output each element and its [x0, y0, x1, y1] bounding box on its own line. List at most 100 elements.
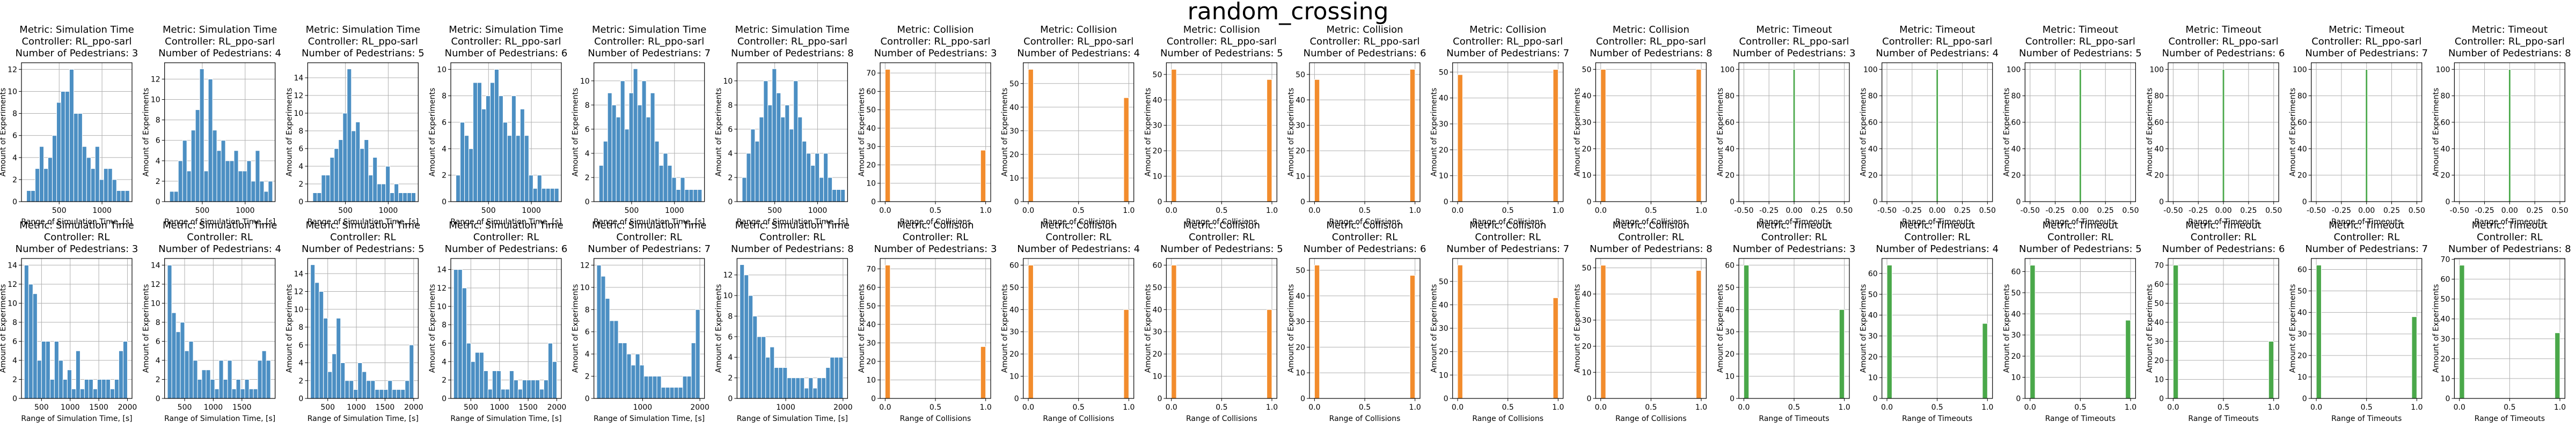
y-tick-label: 60: [2441, 276, 2450, 284]
subplot-title-line: Metric: Simulation Time: [306, 24, 420, 35]
x-tick-label: 0.5: [1359, 403, 1371, 412]
histogram-bar: [477, 82, 482, 202]
x-tick-label: -0.50: [2163, 206, 2183, 215]
subplot-title-line: Number of Pedestrians: 3: [1733, 48, 1856, 59]
y-tick-label: 40: [1296, 292, 1305, 301]
y-tick-label: 20: [1582, 145, 1592, 153]
histogram-bar: [821, 378, 826, 399]
y-tick-label: 30: [1296, 122, 1305, 130]
y-tick-label: 8: [298, 323, 303, 332]
histogram-bar: [524, 135, 529, 202]
histogram-bar: [92, 388, 98, 399]
y-tick-label: 8: [156, 319, 160, 327]
y-tick-label: 10: [1296, 173, 1305, 181]
y-tick-label: 60: [2011, 268, 2021, 276]
histogram-bar: [684, 189, 690, 202]
y-axis-label: Amount of Experiments: [1001, 88, 1009, 177]
histogram-bar: [2508, 69, 2511, 202]
histogram-bar: [646, 116, 651, 202]
y-tick-label: 4: [728, 353, 733, 362]
subplot-title-line: Number of Pedestrians: 8: [2448, 243, 2571, 255]
subplot-title-line: Metric: Collision: [1326, 24, 1403, 35]
y-tick-label: 2: [585, 174, 590, 182]
histogram-bar: [231, 388, 237, 399]
y-tick-label: 50: [1582, 264, 1592, 273]
y-tick-label: 10: [151, 299, 160, 308]
histogram-bar: [648, 376, 653, 399]
x-tick-label: 1000: [522, 206, 541, 215]
x-axis-label: Range of Simulation Time, [s]: [308, 415, 419, 423]
histogram-bar: [253, 388, 258, 399]
y-axis-label: Amount of Experiments: [2146, 284, 2154, 373]
histogram-bar: [528, 175, 533, 202]
y-tick-label: 20: [1296, 147, 1305, 156]
histogram-bar: [1792, 69, 1796, 202]
subplot-title-line: Number of Pedestrians: 6: [445, 48, 568, 59]
histogram-bar: [240, 388, 245, 399]
histogram-bar: [635, 353, 640, 399]
y-tick-label: 10: [1153, 373, 1162, 381]
x-axis-label: Range of Timeouts: [1902, 415, 1972, 423]
subplot-title-line: Number of Pedestrians: 5: [1160, 243, 1283, 255]
histogram-bar: [71, 388, 76, 399]
histogram-bar: [483, 370, 488, 399]
y-tick-label: 8: [12, 319, 17, 327]
histogram-bar: [671, 177, 677, 202]
x-tick-label: 1.0: [1839, 403, 1850, 412]
x-tick-label: 0.00: [2358, 206, 2375, 215]
y-axis-label: Amount of Experiments: [1716, 284, 1725, 373]
y-tick-label: 12: [580, 261, 590, 270]
subplot-title-line: Metric: Simulation Time: [449, 24, 563, 35]
subplot-title-line: Controller: RL_ppo-sarl: [880, 36, 990, 47]
histogram-bar: [321, 175, 326, 202]
subplot-title-line: Controller: RL_ppo-sarl: [1739, 36, 1849, 47]
y-tick-label: 12: [8, 65, 17, 74]
y-tick-label: 10: [1153, 173, 1162, 181]
subplot-32: 0.0 0.5 1.0 0 10 20 30 40 50 60 Range of Timeouts A…: [1860, 220, 1999, 423]
y-tick-label: 6: [585, 125, 590, 134]
y-tick-label: 10: [2297, 373, 2307, 382]
histogram-bar: [643, 376, 649, 399]
histogram-bar: [77, 113, 83, 202]
subplot-title-line: Metric: Collision: [897, 220, 974, 231]
histogram-bar: [251, 181, 256, 202]
subplot-grid: 500 1000 0 2 4 6 8 10 12 Range of Simulation Time…: [0, 24, 2571, 423]
axes-frame: [594, 258, 705, 399]
histogram-bar: [48, 157, 53, 202]
histogram-bar: [67, 369, 72, 399]
x-tick-label: 500: [464, 403, 478, 412]
x-tick-label: 1000: [633, 403, 653, 412]
y-tick-label: 6: [12, 132, 17, 140]
y-tick-label: 20: [2297, 352, 2307, 360]
x-tick-label: 2000: [690, 403, 709, 412]
subplot-title-line: Number of Pedestrians: 5: [302, 48, 425, 59]
histogram-bar: [778, 367, 784, 399]
subplot-title-line: Number of Pedestrians: 5: [1160, 48, 1283, 59]
histogram-bar: [383, 389, 389, 399]
y-tick-label: 20: [866, 161, 876, 169]
y-tick-label: 50: [1439, 68, 1448, 77]
y-tick-label: 0: [2445, 395, 2450, 403]
histogram-bar: [620, 80, 625, 202]
y-tick-label: 60: [2154, 280, 2164, 289]
histogram-bar: [507, 135, 512, 202]
histogram-bar: [742, 177, 747, 202]
histogram-bar: [806, 153, 811, 202]
histogram-bar: [255, 150, 260, 202]
histogram-bar: [191, 130, 196, 202]
histogram-bar: [43, 168, 49, 202]
y-tick-label: 60: [1009, 261, 1019, 270]
histogram-bar: [2459, 265, 2465, 399]
y-tick-label: 30: [1439, 120, 1448, 129]
histogram-bar: [28, 284, 33, 399]
y-tick-label: 2: [298, 377, 303, 386]
subplot-title-line: Number of Pedestrians: 4: [1876, 48, 1999, 59]
axes-frame: [21, 258, 133, 399]
x-tick-label: 0.25: [2240, 206, 2257, 215]
histogram-bar: [1553, 297, 1558, 399]
x-tick-label: 1000: [776, 403, 795, 412]
histogram-bar: [52, 135, 57, 202]
y-axis-label: Amount of Experiments: [1430, 88, 1439, 177]
axes-frame: [450, 258, 562, 399]
x-axis-label: Range of Collisions: [1472, 415, 1543, 423]
